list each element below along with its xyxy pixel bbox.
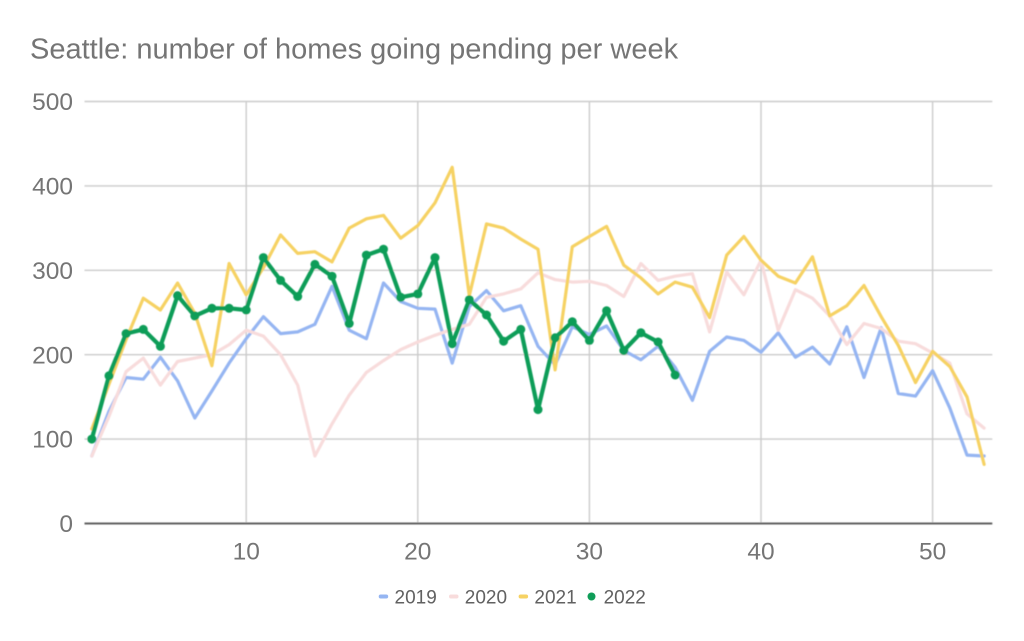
svg-text:400: 400	[32, 174, 73, 201]
svg-text:0: 0	[59, 511, 73, 538]
svg-text:50: 50	[919, 539, 946, 566]
svg-text:200: 200	[32, 342, 73, 369]
svg-text:2021: 2021	[534, 588, 576, 609]
svg-text:100: 100	[32, 427, 73, 454]
svg-text:500: 500	[32, 89, 73, 116]
svg-text:40: 40	[747, 539, 774, 566]
svg-text:20: 20	[404, 539, 431, 566]
svg-text:10: 10	[233, 539, 260, 566]
svg-text:30: 30	[576, 539, 603, 566]
svg-text:2020: 2020	[465, 588, 507, 609]
svg-text:2019: 2019	[395, 588, 437, 609]
svg-text:2022: 2022	[604, 588, 646, 609]
svg-text:Seattle: number of homes going: Seattle: number of homes going pending p…	[30, 34, 679, 66]
svg-text:300: 300	[32, 258, 73, 285]
